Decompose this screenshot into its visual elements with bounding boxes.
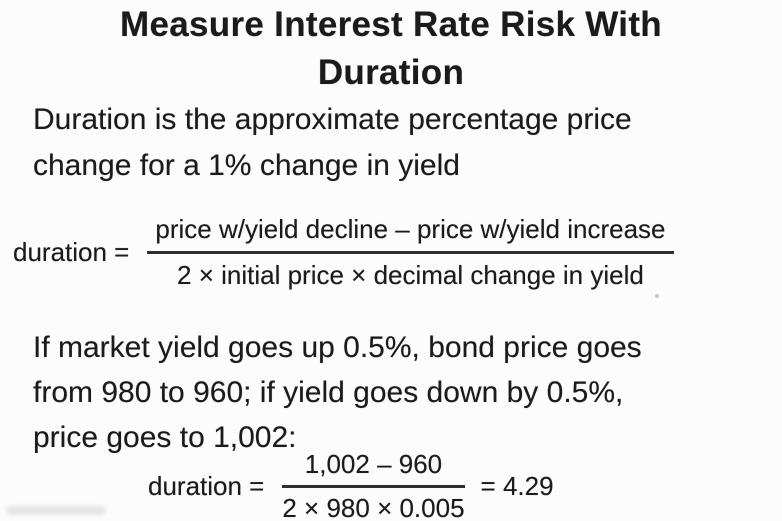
definition-line-1: Duration is the approximate percentage p…: [33, 103, 632, 136]
slide-title: Measure Interest Rate Risk With Duration: [0, 1, 782, 97]
formula-general-denominator: 2 × initial price × decimal change in yi…: [177, 260, 644, 290]
formula-example-lhs: duration =: [148, 470, 265, 501]
scan-smudge-artifact: [6, 506, 106, 515]
formula-general-fraction: price w/yield decline – price w/yield in…: [147, 212, 674, 292]
scan-speck-artifact: [655, 294, 659, 298]
example-line-2: from 980 to 960; if yield goes down by 0…: [33, 376, 624, 409]
title-line-2: Duration: [317, 53, 465, 92]
definition-paragraph: Duration is the approximate percentage p…: [33, 97, 632, 189]
duration-formula-example: duration = 1,002 – 960 2 × 980 × 0.005 =…: [148, 448, 554, 521]
formula-example-fraction: 1,002 – 960 2 × 980 × 0.005: [282, 448, 465, 521]
formula-general-lhs: duration =: [13, 236, 130, 267]
example-line-3: price goes to 1,002:: [33, 421, 297, 454]
formula-example-numerator: 1,002 – 960: [282, 448, 465, 488]
title-line-1: Measure Interest Rate Risk With: [120, 5, 662, 44]
definition-line-2: change for a 1% change in yield: [33, 149, 460, 182]
example-line-1: If market yield goes up 0.5%, bond price…: [33, 331, 642, 364]
duration-formula-general: duration = price w/yield decline – price…: [13, 212, 674, 292]
formula-example-result: = 4.29: [480, 470, 554, 501]
formula-example-denominator: 2 × 980 × 0.005: [282, 493, 465, 521]
example-paragraph: If market yield goes up 0.5%, bond price…: [33, 325, 642, 460]
formula-general-numerator: price w/yield decline – price w/yield in…: [147, 212, 674, 254]
